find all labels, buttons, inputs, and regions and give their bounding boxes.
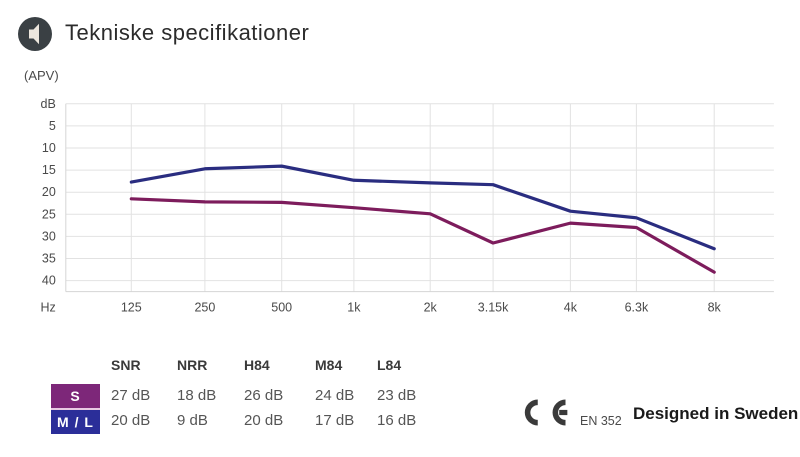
svg-text:dB: dB <box>41 97 56 111</box>
svg-text:5: 5 <box>49 119 56 133</box>
svg-text:15: 15 <box>42 163 56 177</box>
svg-text:3.15k: 3.15k <box>478 301 509 315</box>
svg-text:35: 35 <box>42 252 56 266</box>
svg-text:6.3k: 6.3k <box>625 301 649 315</box>
svg-text:Hz: Hz <box>41 301 56 315</box>
svg-text:25: 25 <box>42 207 56 221</box>
svg-text:40: 40 <box>42 274 56 288</box>
svg-text:2k: 2k <box>424 301 438 315</box>
svg-text:20: 20 <box>42 185 56 199</box>
svg-text:1k: 1k <box>347 301 361 315</box>
svg-text:500: 500 <box>271 301 292 315</box>
svg-text:4k: 4k <box>564 301 578 315</box>
svg-text:125: 125 <box>121 301 142 315</box>
svg-text:10: 10 <box>42 141 56 155</box>
svg-text:8k: 8k <box>708 301 722 315</box>
svg-text:30: 30 <box>42 229 56 243</box>
svg-text:250: 250 <box>194 301 215 315</box>
